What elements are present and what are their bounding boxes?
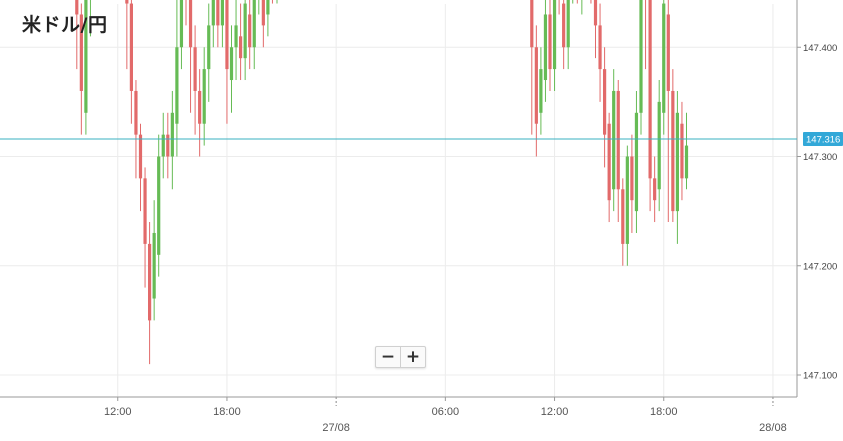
candle-body (671, 90, 675, 212)
candle-body (666, 14, 670, 91)
candle-body (662, 3, 666, 113)
candle-body (248, 14, 252, 48)
candle-body (607, 123, 611, 201)
candle-body (616, 90, 620, 190)
candle-body (593, 0, 598, 26)
candle-body (612, 90, 616, 190)
candle-body (134, 90, 138, 135)
current-price-badge (803, 132, 843, 147)
x-tick-label: 12:00 (104, 406, 132, 418)
candle-body (634, 112, 639, 212)
candle-body (152, 232, 156, 299)
y-tick-label: 147.100 (803, 371, 837, 382)
chart-title: 米ドル/円 (22, 14, 108, 36)
candle-body (138, 134, 143, 179)
x-tick-label: 18:00 (213, 406, 241, 418)
candle-body (243, 3, 247, 59)
candle-body (534, 47, 538, 124)
x-tick-label: 18:00 (650, 406, 678, 418)
candle-body (198, 90, 202, 124)
candle-body (680, 123, 684, 179)
candle-body (684, 145, 689, 179)
candle-body (630, 156, 634, 201)
candle-body (598, 25, 602, 70)
candle-body (188, 0, 193, 48)
candle-body (161, 134, 165, 157)
candle-body (657, 101, 661, 190)
candle-body (157, 156, 161, 255)
candle-body (625, 156, 629, 244)
candle-body (211, 0, 215, 26)
candles (75, 0, 689, 365)
candle-body (266, 0, 270, 15)
candle-body (648, 0, 652, 179)
candle-body (207, 25, 211, 70)
candle-body (603, 69, 607, 135)
candle-body (653, 178, 657, 201)
candle-body (530, 0, 534, 48)
y-tick-label: 147.300 (803, 152, 837, 163)
candle-body (202, 69, 206, 124)
y-tick-label: 147.200 (803, 261, 837, 272)
x-date-label: 27/08 (322, 422, 350, 434)
candle-body (543, 14, 548, 81)
candle-body (225, 0, 229, 70)
candle-body (84, 0, 88, 113)
candle-body (261, 0, 265, 26)
y-tick-label: 147.400 (803, 43, 837, 54)
candle-body (562, 3, 566, 48)
x-tick-label: 12:00 (541, 406, 569, 418)
current-price-label: 147.316 (806, 135, 840, 146)
candle-body (166, 134, 170, 157)
candle-body (675, 112, 679, 212)
zoom-out-button[interactable]: − (380, 347, 396, 367)
candle-body (239, 36, 243, 59)
candle-body (234, 25, 238, 48)
candle-body (229, 47, 234, 81)
candle-body (75, 0, 79, 15)
candle-body (143, 178, 147, 244)
candle-body (170, 112, 174, 157)
candle-body (539, 69, 543, 113)
candle-body (79, 14, 83, 91)
candle-body (552, 0, 557, 70)
candle-body (548, 14, 552, 70)
candle-body (639, 0, 643, 113)
zoom-in-button[interactable]: + (400, 347, 425, 367)
candle-body (216, 0, 220, 26)
candle-body (621, 189, 625, 244)
candle-body (252, 0, 256, 48)
candle-body (179, 0, 184, 48)
candle-body (125, 0, 129, 4)
x-date-label: 28/08 (759, 422, 787, 434)
x-tick-label: 06:00 (432, 406, 460, 418)
candle-body (220, 0, 224, 26)
candle-body (193, 47, 197, 91)
candle-body (175, 47, 179, 124)
candle-body (566, 0, 570, 48)
candle-body (129, 3, 133, 91)
zoom-controls: − + (375, 346, 426, 368)
candle-body (148, 243, 152, 321)
